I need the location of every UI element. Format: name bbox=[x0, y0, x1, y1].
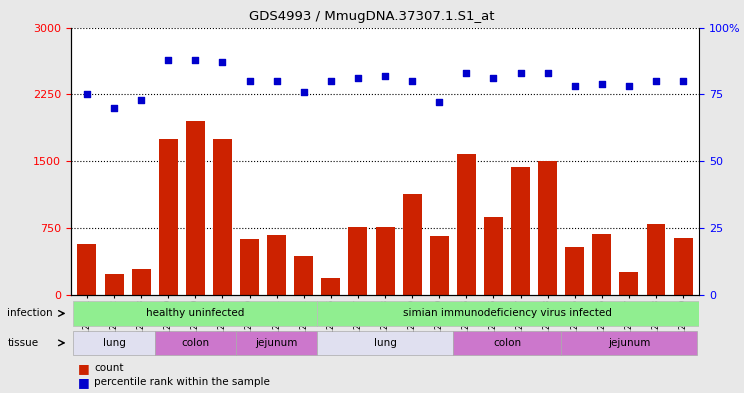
Bar bbox=[321, 278, 340, 295]
Point bbox=[190, 57, 202, 63]
Bar bbox=[240, 239, 259, 295]
Bar bbox=[647, 224, 665, 295]
Point bbox=[217, 59, 228, 65]
Text: simian immunodeficiency virus infected: simian immunodeficiency virus infected bbox=[403, 309, 612, 318]
Bar bbox=[77, 244, 97, 295]
Point bbox=[135, 97, 147, 103]
Point bbox=[542, 70, 554, 76]
Point bbox=[568, 83, 580, 90]
Bar bbox=[457, 154, 476, 295]
Bar bbox=[565, 247, 584, 295]
Text: colon: colon bbox=[182, 338, 209, 348]
Bar bbox=[317, 301, 699, 326]
Bar bbox=[511, 167, 530, 295]
Bar bbox=[620, 272, 638, 295]
Bar bbox=[453, 331, 561, 355]
Bar bbox=[236, 331, 317, 355]
Text: lung: lung bbox=[373, 338, 397, 348]
Point bbox=[243, 78, 255, 84]
Bar bbox=[561, 331, 696, 355]
Text: colon: colon bbox=[493, 338, 521, 348]
Point bbox=[379, 72, 391, 79]
Point bbox=[406, 78, 418, 84]
Point bbox=[487, 75, 499, 81]
Text: tissue: tissue bbox=[7, 338, 39, 348]
Text: ■: ■ bbox=[78, 362, 90, 375]
Point bbox=[596, 81, 608, 87]
Text: jejunum: jejunum bbox=[608, 338, 650, 348]
Text: count: count bbox=[94, 363, 124, 373]
Point bbox=[650, 78, 662, 84]
Point bbox=[623, 83, 635, 90]
Bar bbox=[155, 331, 236, 355]
Bar bbox=[376, 227, 394, 295]
Bar bbox=[484, 217, 503, 295]
Bar bbox=[158, 139, 178, 295]
Bar bbox=[317, 331, 453, 355]
Point bbox=[677, 78, 689, 84]
Point bbox=[108, 105, 120, 111]
Point bbox=[325, 78, 337, 84]
Bar bbox=[186, 121, 205, 295]
Bar bbox=[592, 234, 612, 295]
Text: healthy uninfected: healthy uninfected bbox=[146, 309, 245, 318]
Point bbox=[352, 75, 364, 81]
Point bbox=[515, 70, 527, 76]
Text: lung: lung bbox=[103, 338, 126, 348]
Point bbox=[461, 70, 472, 76]
Bar bbox=[132, 269, 150, 295]
Bar bbox=[74, 331, 155, 355]
Bar bbox=[267, 235, 286, 295]
Text: GDS4993 / MmugDNA.37307.1.S1_at: GDS4993 / MmugDNA.37307.1.S1_at bbox=[249, 10, 495, 23]
Bar bbox=[403, 194, 422, 295]
Text: jejunum: jejunum bbox=[255, 338, 298, 348]
Text: infection: infection bbox=[7, 309, 53, 318]
Text: ■: ■ bbox=[78, 376, 90, 389]
Bar bbox=[294, 257, 313, 295]
Point bbox=[81, 91, 93, 97]
Text: percentile rank within the sample: percentile rank within the sample bbox=[94, 377, 270, 387]
Bar bbox=[74, 301, 317, 326]
Bar bbox=[538, 161, 557, 295]
Bar bbox=[673, 238, 693, 295]
Bar bbox=[213, 139, 232, 295]
Bar bbox=[348, 227, 368, 295]
Point bbox=[271, 78, 283, 84]
Point bbox=[162, 57, 174, 63]
Point bbox=[433, 99, 445, 105]
Bar bbox=[430, 236, 449, 295]
Bar bbox=[105, 274, 124, 295]
Point bbox=[298, 88, 310, 95]
